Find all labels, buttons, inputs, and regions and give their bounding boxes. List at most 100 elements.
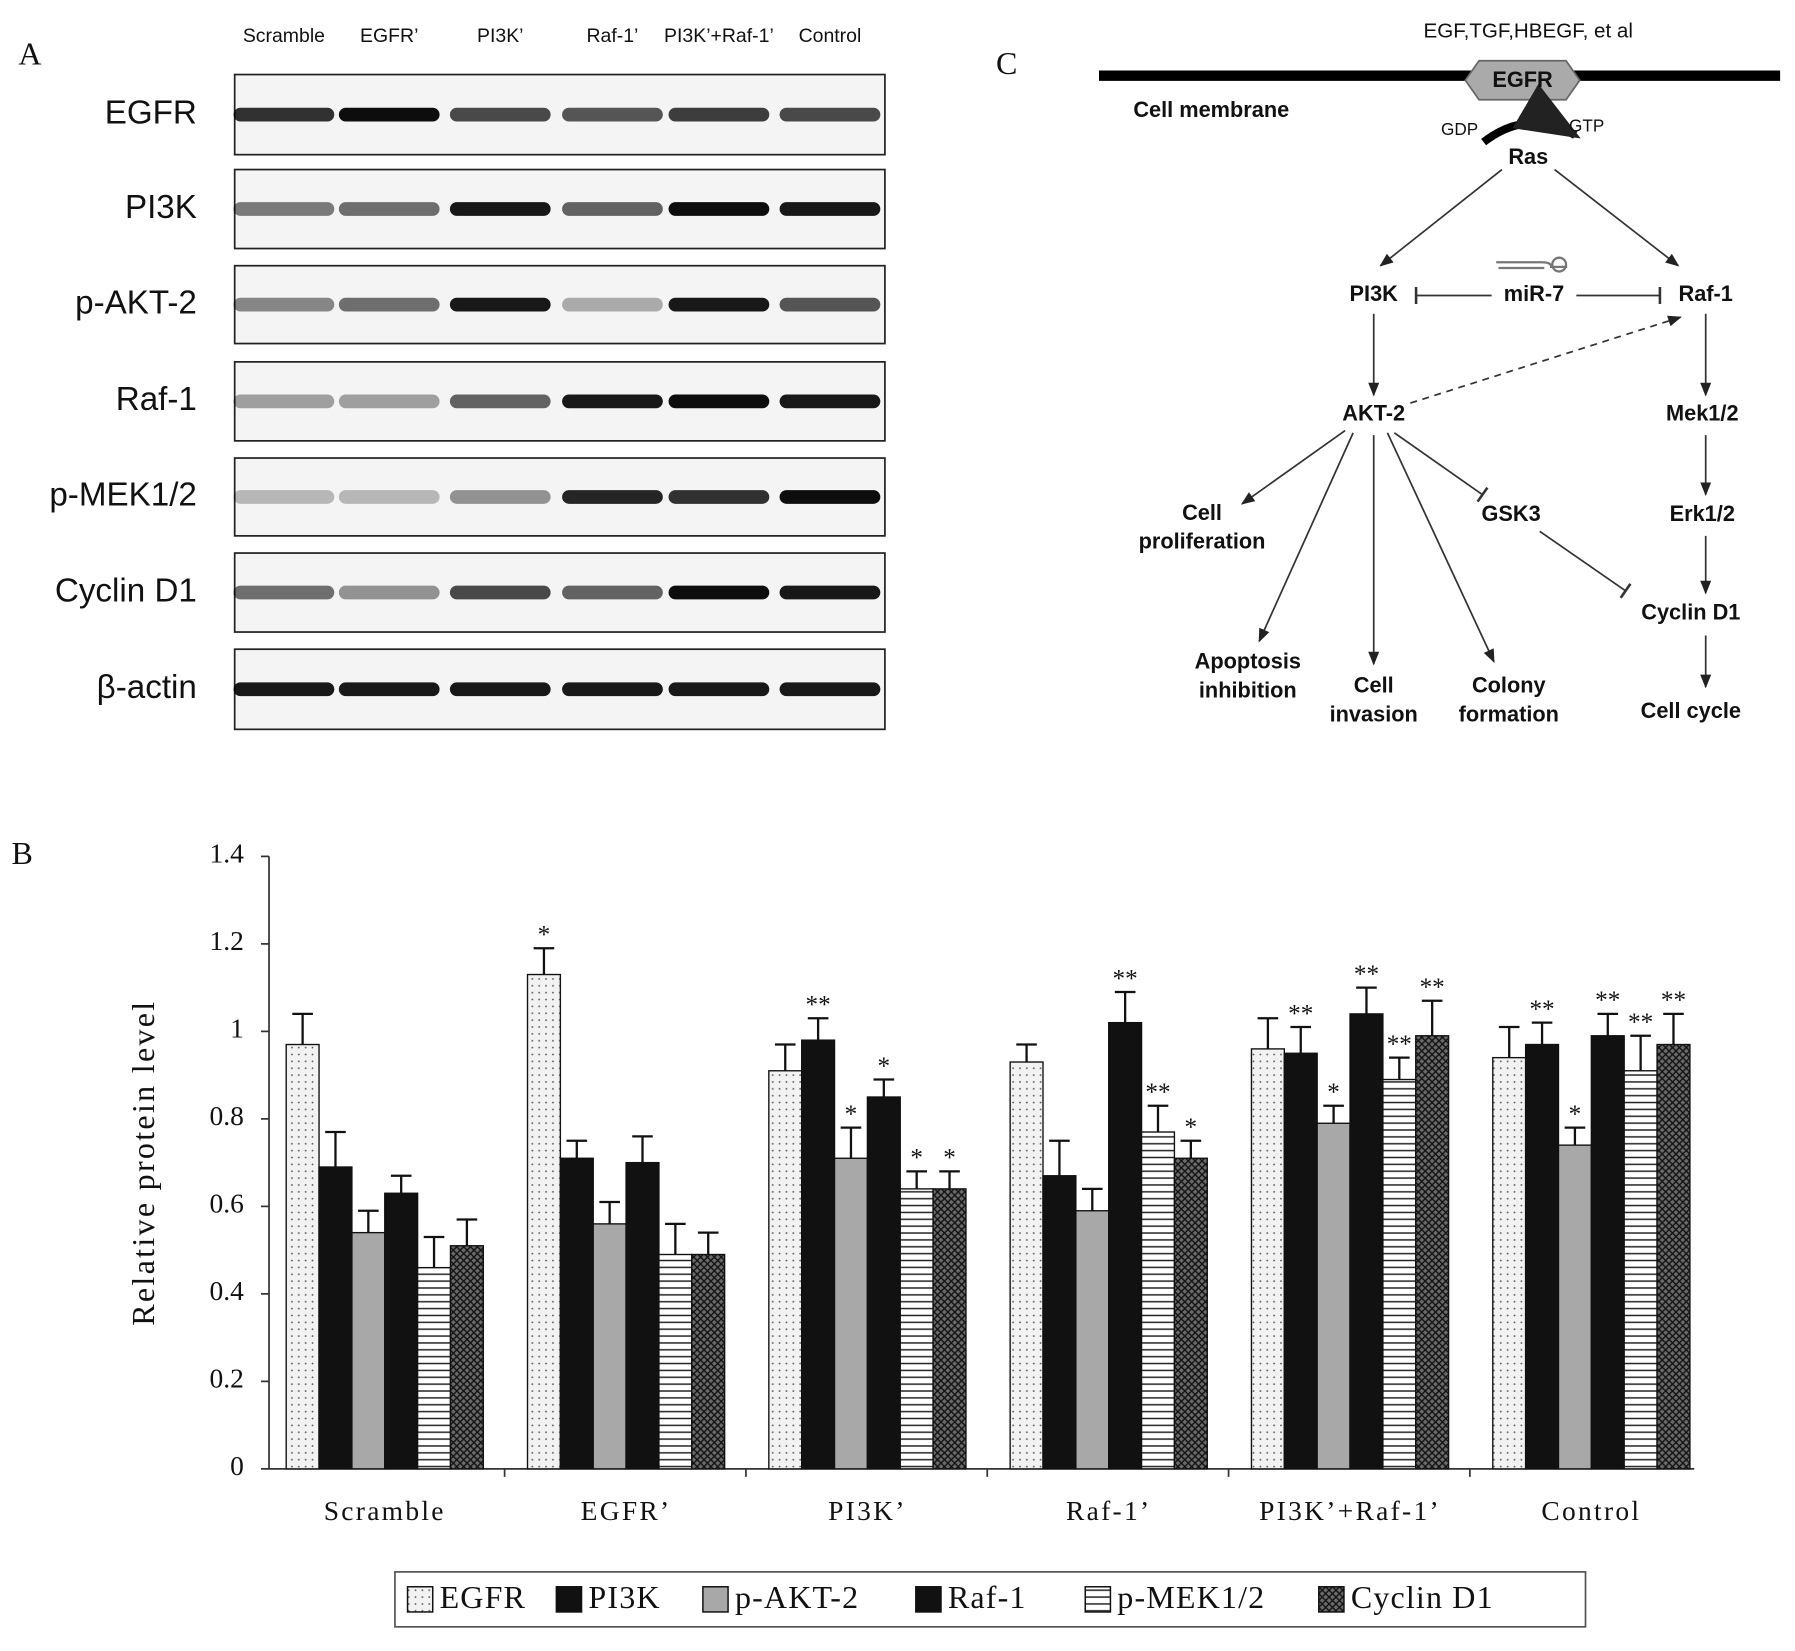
significance-label: * <box>910 1145 923 1172</box>
y-tick-label: 1.4 <box>209 839 244 869</box>
bar <box>285 1043 320 1470</box>
significance-label: ** <box>1420 974 1445 1001</box>
error-bar <box>1114 990 1136 1023</box>
significance-label: * <box>1185 1114 1198 1141</box>
blot-frame <box>233 361 886 442</box>
node-label: formation <box>1459 701 1559 726</box>
node-label: PI3K <box>1350 281 1399 306</box>
band <box>779 394 881 409</box>
x-tick-label: Scramble <box>324 1496 446 1526</box>
y-tick-label: 0.2 <box>209 1364 243 1394</box>
x-tick-label: PI3K’+Raf-1’ <box>1259 1496 1441 1526</box>
error-bar <box>774 1043 796 1071</box>
x-tick-label: EGFR’ <box>581 1496 672 1526</box>
arrow <box>1410 315 1682 404</box>
band <box>233 490 335 504</box>
node-label: Colony <box>1472 673 1546 698</box>
node-label: Cell cycle <box>1641 698 1741 723</box>
bar <box>1590 1035 1625 1470</box>
band <box>779 682 881 697</box>
significance-label: ** <box>1113 965 1138 992</box>
bar-chart: 0 0.2 0.4 0.6 0.8 1 1.2 1.4 Relative protein lev… <box>125 839 1695 1628</box>
band <box>449 107 551 122</box>
error-bar <box>1356 986 1377 1014</box>
node-label: Erk1/2 <box>1670 501 1735 526</box>
band <box>338 682 440 697</box>
band <box>338 490 440 504</box>
x-tick-label: Control <box>1541 1496 1641 1526</box>
y-tick-label: 0.8 <box>209 1101 243 1131</box>
bar <box>1009 1061 1044 1470</box>
bar <box>449 1245 485 1470</box>
bar <box>932 1188 967 1470</box>
legend-label: EGFR <box>440 1579 526 1615</box>
significance-label: ** <box>806 992 831 1019</box>
node-label: Cell <box>1354 673 1394 698</box>
band <box>562 107 663 122</box>
arrow <box>1386 432 1495 664</box>
mirna-icon <box>1496 261 1568 270</box>
band <box>338 394 440 409</box>
band <box>562 490 663 504</box>
bar <box>1415 1035 1450 1470</box>
node-label: miR-7 <box>1504 281 1564 306</box>
band <box>668 682 770 697</box>
error-bar <box>1049 1139 1070 1176</box>
bar <box>559 1157 594 1470</box>
receptor-label: EGFR <box>1492 67 1553 92</box>
y-tick-label: 1.2 <box>209 926 243 956</box>
error-bar <box>906 1170 927 1189</box>
significance-label: ** <box>1145 1079 1170 1106</box>
y-tick-label: 0.4 <box>209 1276 244 1306</box>
bar <box>1173 1157 1208 1470</box>
legend-swatch <box>1318 1586 1345 1613</box>
arrow <box>1258 432 1354 643</box>
bar <box>318 1166 353 1470</box>
band <box>338 202 440 216</box>
bar <box>1524 1043 1560 1470</box>
bar <box>899 1188 934 1470</box>
bar <box>1250 1048 1286 1470</box>
panel-label: A <box>18 36 41 72</box>
error-bar <box>1498 1025 1520 1058</box>
significance-label: * <box>878 1053 891 1080</box>
legend-swatch <box>1084 1586 1112 1613</box>
bar <box>351 1231 386 1470</box>
bar <box>1140 1131 1176 1470</box>
error-bar <box>1663 1012 1684 1045</box>
bar <box>1108 1021 1143 1470</box>
band <box>668 490 770 504</box>
error-bar <box>1180 1139 1202 1159</box>
node-label: AKT-2 <box>1342 400 1405 425</box>
node-label: inhibition <box>1199 677 1297 702</box>
bar <box>592 1223 627 1470</box>
arrow <box>1554 168 1680 267</box>
significance-label: ** <box>1595 987 1620 1014</box>
node-label: GSK3 <box>1481 501 1540 526</box>
error-bar <box>1389 1056 1410 1080</box>
bar <box>691 1253 726 1470</box>
bar <box>1075 1210 1110 1470</box>
legend-box <box>394 1571 1587 1628</box>
panel-label: B <box>11 835 32 871</box>
y-tick-label: 0 <box>230 1451 244 1481</box>
bar <box>658 1253 693 1470</box>
bar <box>1623 1070 1658 1470</box>
bar <box>768 1070 803 1470</box>
error-bar <box>1564 1126 1586 1146</box>
legend-label: PI3K <box>588 1579 660 1615</box>
band <box>338 585 440 600</box>
pathway-diagram: EGF,TGF,HBEGF, et al EGFR Cell membrane … <box>1098 20 1781 726</box>
bar <box>384 1192 419 1470</box>
band <box>668 585 770 600</box>
band <box>668 394 770 409</box>
legend-swatch <box>915 1586 942 1613</box>
arrow <box>1240 429 1346 505</box>
row-label: p-AKT-2 <box>75 284 197 321</box>
band <box>233 682 335 697</box>
significance-label: ** <box>1628 1009 1653 1036</box>
significance-label: ** <box>1354 961 1379 988</box>
node-label: Raf-1 <box>1679 281 1733 306</box>
error-bar <box>1531 1021 1553 1045</box>
